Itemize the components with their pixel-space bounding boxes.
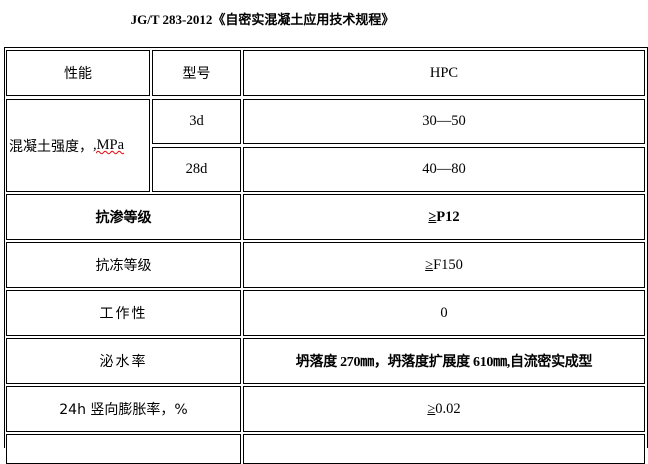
- frost-grade: F150: [433, 256, 463, 273]
- frost-resistance-label: 抗冻等级: [6, 242, 241, 288]
- impermeability-label: 抗渗等级: [6, 194, 241, 240]
- strength-label-unit: ,MPa: [93, 137, 125, 153]
- bleeding-rate-value: 坍落度 270㎜，坍落度扩展度 610㎜,自流密实成型: [243, 338, 645, 384]
- impermeability-grade: P12: [436, 208, 460, 225]
- expansion-rate: 0.02: [435, 400, 461, 417]
- gte-symbol: ≥: [428, 208, 437, 225]
- strength-label-cn: 混凝土强度，: [9, 138, 93, 155]
- strength-label: 混凝土强度， ,MPa: [6, 99, 150, 192]
- next-row-value: [243, 434, 645, 464]
- bleeding-rate-label: 泌水率: [6, 338, 241, 384]
- gte-symbol: ≥: [425, 256, 434, 273]
- frost-resistance-value: ≥ F150: [243, 242, 645, 288]
- strength-age-28d: 28d: [152, 147, 241, 192]
- strength-value-28d: 40—80: [243, 147, 645, 192]
- vertical-expansion-value: ≥0.02: [243, 386, 645, 432]
- strength-value-3d: 30—50: [243, 99, 645, 144]
- document-title: JG/T 283-2012《自密实混凝土应用技术规程》: [130, 12, 395, 27]
- gte-symbol: ≥: [427, 400, 436, 417]
- workability-value: 0: [243, 290, 645, 336]
- vertical-expansion-label: 24h 竖向膨胀率，%: [6, 386, 241, 432]
- header-property: 性能: [6, 50, 150, 96]
- next-row-label: [6, 434, 241, 464]
- strength-age-3d: 3d: [152, 99, 241, 144]
- impermeability-value: ≥ P12: [243, 194, 645, 240]
- workability-label: 工作性: [6, 290, 241, 336]
- header-type: 型号: [152, 50, 241, 96]
- header-hpc: HPC: [243, 50, 645, 96]
